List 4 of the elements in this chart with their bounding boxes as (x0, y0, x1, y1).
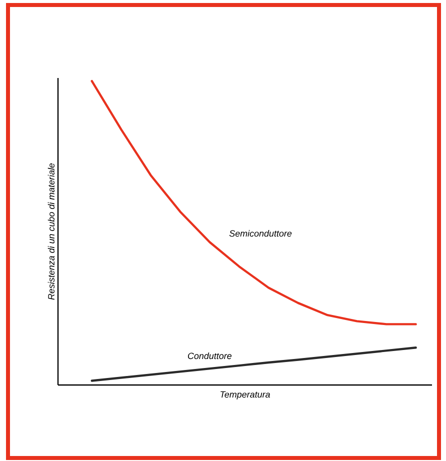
series-label: Conduttore (188, 352, 232, 360)
series-label: Semiconduttore (229, 230, 292, 237)
y-axis-title: Resistenza di un cubo di materiale (48, 163, 54, 300)
x-axis-title: Temperatura (220, 391, 270, 400)
